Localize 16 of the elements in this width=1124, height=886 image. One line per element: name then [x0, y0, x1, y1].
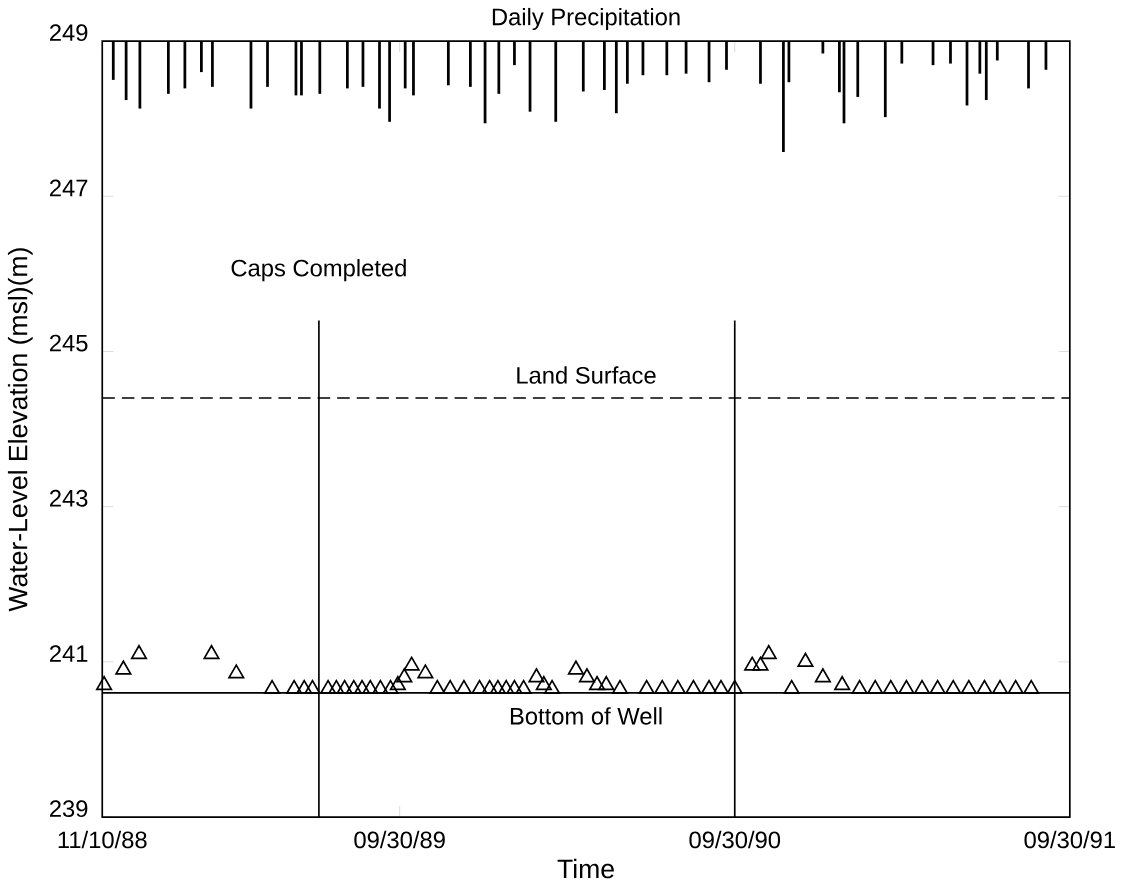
x-axis-title: Time: [557, 858, 614, 879]
x-tick-label: 09/30/91: [1024, 830, 1115, 849]
ref-line-label: Land Surface: [517, 366, 656, 384]
x-tick-label: 09/30/89: [354, 830, 445, 849]
y-tick-label: 247: [50, 179, 88, 197]
y-tick-label: 249: [50, 24, 88, 41]
y-tick-label: 243: [50, 489, 88, 507]
y-tick-label: 239: [50, 800, 88, 817]
y-tick-label: 241: [50, 645, 88, 662]
y-tick-label: 245: [50, 334, 88, 352]
ref-line-label: Bottom of Well: [510, 707, 662, 725]
x-tick-label: 09/30/90: [689, 830, 781, 849]
ref-line-label: Caps Completed: [231, 258, 406, 282]
y-axis-title: Water-Level Elevation (msl)(m): [7, 248, 33, 612]
x-tick-label: 11/10/88: [58, 830, 147, 849]
chart-title: Daily Precipitation: [492, 7, 680, 30]
